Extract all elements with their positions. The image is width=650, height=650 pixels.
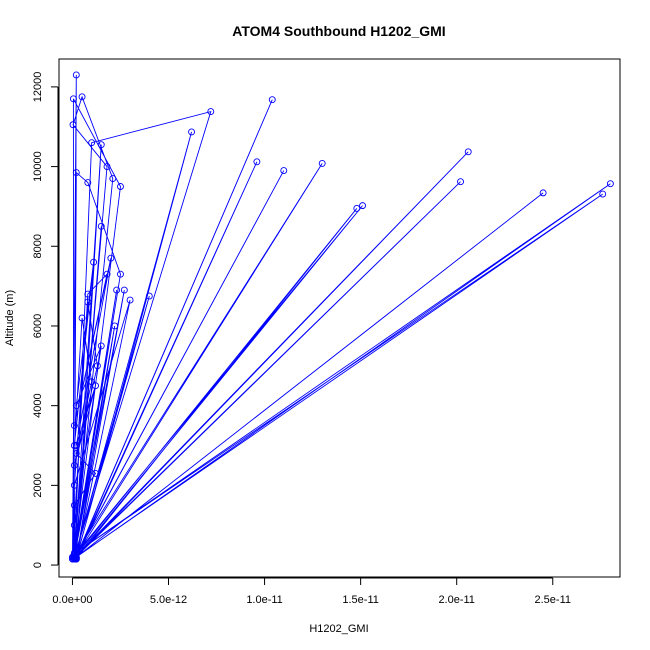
x-tick-label: 0.0e+00 <box>52 594 92 606</box>
data-point <box>464 148 472 156</box>
data-point <box>72 554 80 562</box>
data-point <box>97 342 105 350</box>
data-point <box>126 296 134 304</box>
data-point <box>70 442 78 449</box>
data-point <box>84 298 92 306</box>
data-point <box>72 442 80 449</box>
x-tick-label: 5.0e-12 <box>150 594 187 606</box>
data-point <box>253 158 261 166</box>
chart-title: ATOM4 Southbound H1202_GMI <box>232 23 445 39</box>
data-point <box>539 189 547 197</box>
data-point <box>70 461 78 469</box>
data-point <box>93 362 101 370</box>
data-point <box>318 159 326 167</box>
data-point <box>97 141 105 149</box>
y-tick-label: 0 <box>32 562 44 568</box>
data-point <box>107 254 115 262</box>
data-point <box>69 121 77 129</box>
x-tick-label: 2.0e-11 <box>438 594 475 606</box>
data-point <box>353 204 361 212</box>
x-axis-label: H1202_GMI <box>309 623 368 635</box>
data-point <box>72 169 80 177</box>
data-point <box>117 183 124 190</box>
data-point <box>72 402 80 410</box>
series-layer <box>72 74 611 560</box>
data-point <box>145 292 153 300</box>
y-tick-label: 6000 <box>32 314 44 338</box>
data-point <box>70 521 78 529</box>
points-layer <box>68 71 614 563</box>
x-tick-label: 1.5e-11 <box>342 594 379 606</box>
data-point <box>268 96 276 104</box>
data-point <box>457 178 464 186</box>
data-point <box>109 175 117 182</box>
data-point <box>88 139 96 147</box>
y-axis: 0 2000 4000 6000 8000 10000 12000 <box>32 72 59 568</box>
data-point <box>72 450 80 457</box>
data-point <box>188 128 196 136</box>
plot-frame <box>58 58 621 578</box>
data-point <box>111 322 119 330</box>
series-line-0 <box>72 74 611 560</box>
data-point <box>70 481 78 489</box>
data-point <box>92 382 99 390</box>
data-point <box>78 93 86 101</box>
data-point <box>120 286 128 294</box>
data-point <box>70 422 78 430</box>
x-tick-label: 1.0e-11 <box>246 594 283 606</box>
data-point <box>606 180 614 188</box>
data-point <box>69 95 77 103</box>
y-tick-label: 2000 <box>32 473 44 497</box>
y-axis-label: Altitude (m) <box>4 290 16 346</box>
y-tick-label: 8000 <box>32 234 44 258</box>
x-tick-label: 2.5e-11 <box>535 594 572 606</box>
data-point <box>70 501 78 509</box>
data-point <box>92 469 99 477</box>
y-tick-label: 10000 <box>32 151 44 182</box>
data-point <box>84 290 92 298</box>
data-point <box>103 270 111 278</box>
data-point <box>599 190 607 198</box>
data-point <box>88 378 96 386</box>
data-point <box>90 258 98 266</box>
data-point <box>280 167 288 175</box>
data-point <box>113 286 121 294</box>
data-point <box>78 314 86 322</box>
data-point <box>84 179 92 186</box>
data-point <box>72 71 80 79</box>
data-point <box>359 202 367 210</box>
data-point <box>97 222 105 230</box>
data-point <box>207 108 215 116</box>
x-axis: 0.0e+00 5.0e-12 1.0e-11 1.5e-11 2.0e-11 2.5e-… <box>52 577 572 606</box>
data-point <box>68 553 76 561</box>
y-tick-label: 4000 <box>32 393 44 417</box>
data-point <box>117 270 124 278</box>
data-point <box>103 163 111 171</box>
y-tick-label: 12000 <box>32 72 44 103</box>
